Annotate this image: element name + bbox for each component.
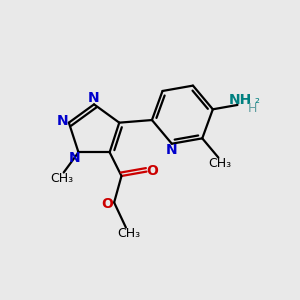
Text: O: O	[146, 164, 158, 178]
Text: NH: NH	[229, 93, 252, 107]
Text: CH₃: CH₃	[208, 157, 231, 170]
Text: N: N	[88, 91, 99, 105]
Text: N: N	[68, 151, 80, 165]
Text: CH₃: CH₃	[117, 227, 140, 240]
Text: H: H	[248, 102, 257, 115]
Text: N: N	[166, 143, 178, 157]
Text: N: N	[57, 114, 68, 128]
Text: ₂: ₂	[254, 93, 259, 106]
Text: O: O	[102, 197, 114, 211]
Text: CH₃: CH₃	[51, 172, 74, 185]
